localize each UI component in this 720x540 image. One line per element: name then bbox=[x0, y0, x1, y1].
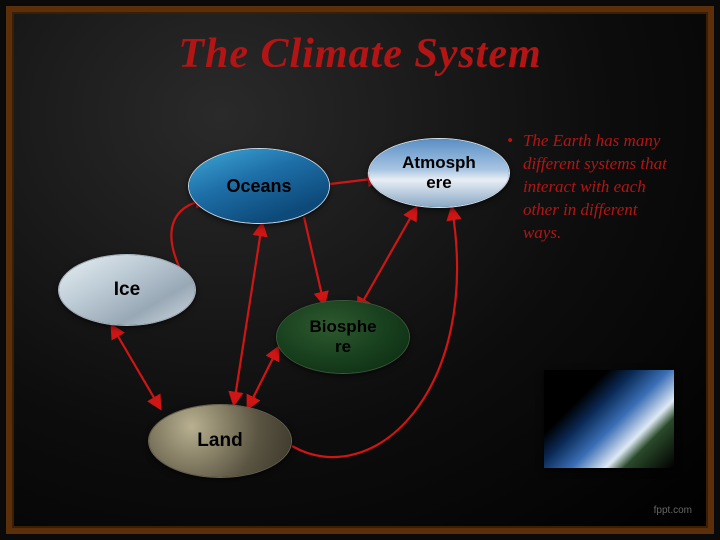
edge-2 bbox=[358, 208, 416, 310]
bullet-text: The Earth has many different systems tha… bbox=[523, 130, 672, 245]
node-land: Land bbox=[148, 404, 292, 478]
edge-5 bbox=[112, 326, 160, 408]
slide-frame: The Climate System • The Earth has many … bbox=[6, 6, 714, 534]
node-ice: Ice bbox=[58, 254, 196, 326]
node-atmosphere-label: Atmosphere bbox=[396, 153, 482, 193]
node-atmosphere: Atmosphere bbox=[368, 138, 510, 208]
edge-3 bbox=[234, 224, 262, 404]
bullet-text-block: • The Earth has many different systems t… bbox=[507, 130, 672, 245]
node-biosphere: Biosphere bbox=[276, 300, 410, 374]
edge-1 bbox=[304, 217, 324, 304]
edge-6 bbox=[248, 348, 278, 408]
watermark: fppt.com bbox=[654, 505, 692, 516]
node-land-label: Land bbox=[191, 430, 248, 452]
node-ice-label: Ice bbox=[108, 279, 146, 301]
node-oceans: Oceans bbox=[188, 148, 330, 224]
node-oceans-label: Oceans bbox=[220, 176, 297, 197]
node-biosphere-label: Biosphere bbox=[303, 317, 382, 357]
slide-title: The Climate System bbox=[12, 30, 708, 78]
earth-photo bbox=[544, 370, 674, 468]
